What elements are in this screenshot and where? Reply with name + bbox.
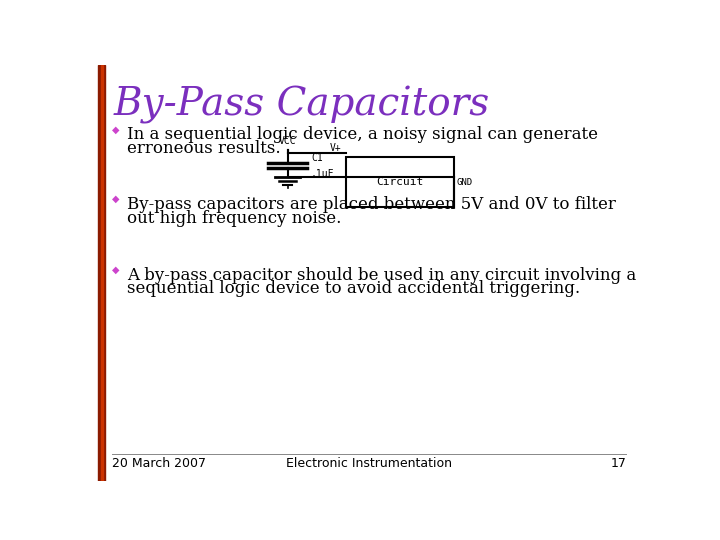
Text: By-Pass Capacitors: By-Pass Capacitors: [113, 86, 490, 124]
Text: GND: GND: [456, 178, 473, 187]
Text: VCC: VCC: [279, 137, 297, 146]
Text: .1uF: .1uF: [311, 168, 334, 179]
Text: 20 March 2007: 20 March 2007: [112, 457, 206, 470]
Bar: [346, 157, 454, 207]
Text: A by-pass capacitor should be used in any circuit involving a: A by-pass capacitor should be used in an…: [127, 267, 636, 284]
Text: ◆: ◆: [112, 125, 120, 135]
Bar: [98, 65, 104, 481]
Text: out high frequency noise.: out high frequency noise.: [127, 210, 341, 227]
Text: 17: 17: [611, 457, 626, 470]
Bar: [101, 65, 103, 481]
Text: C1: C1: [311, 153, 323, 163]
Text: In a sequential logic device, a noisy signal can generate: In a sequential logic device, a noisy si…: [127, 126, 598, 144]
Text: V+: V+: [330, 143, 342, 153]
Text: erroneous results.: erroneous results.: [127, 140, 281, 157]
Text: sequential logic device to avoid accidental triggering.: sequential logic device to avoid acciden…: [127, 280, 580, 298]
Text: By-pass capacitors are placed between 5V and 0V to filter: By-pass capacitors are placed between 5V…: [127, 195, 616, 213]
Text: ◆: ◆: [112, 265, 120, 275]
Text: ◆: ◆: [112, 194, 120, 204]
Text: Circuit: Circuit: [377, 177, 423, 187]
Text: Electronic Instrumentation: Electronic Instrumentation: [286, 457, 452, 470]
